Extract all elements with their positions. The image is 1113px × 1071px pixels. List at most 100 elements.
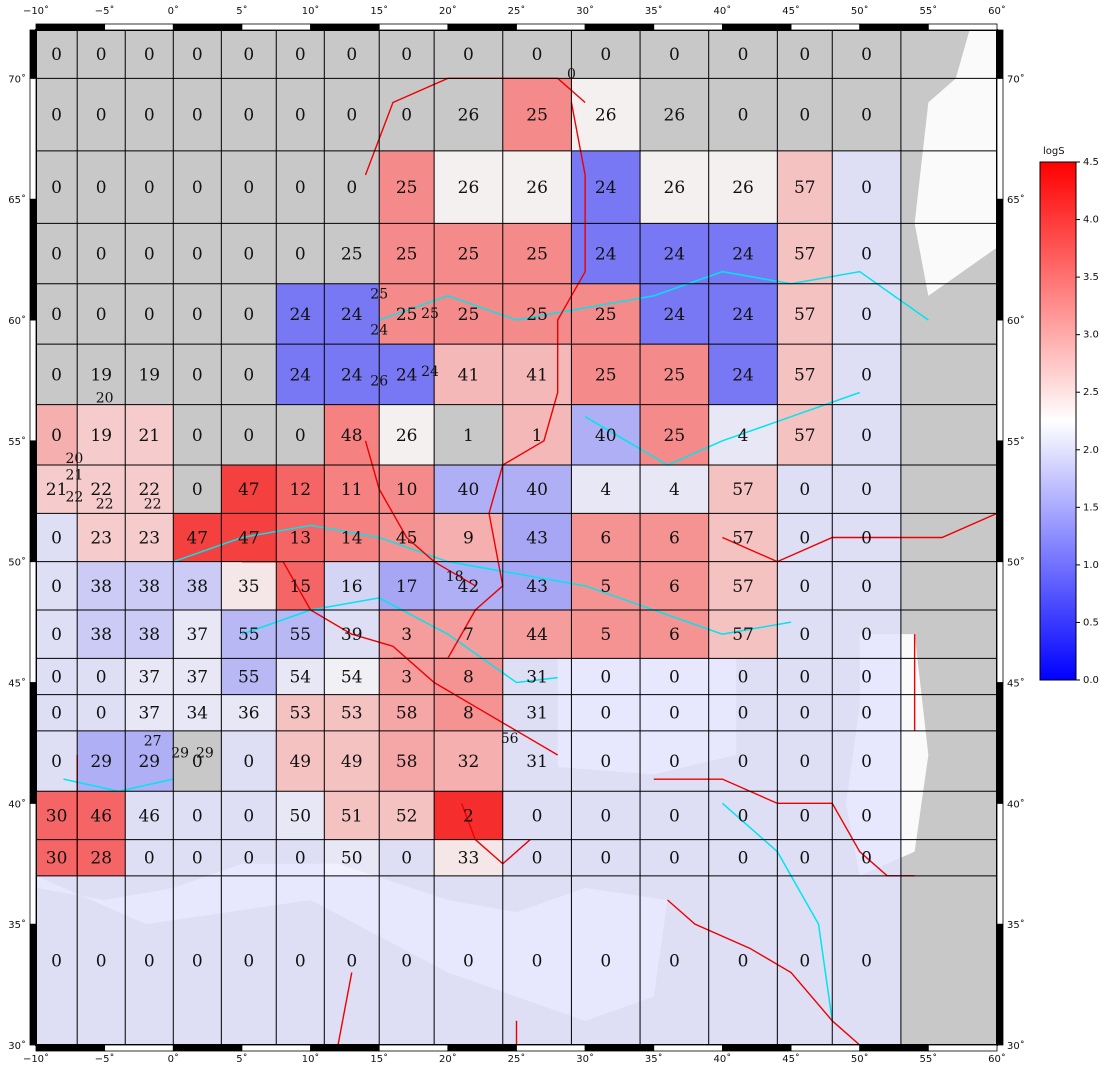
cell-value-label: 0 <box>51 178 62 198</box>
grid-cell <box>434 791 503 840</box>
cell-value-label: 25 <box>396 305 418 325</box>
grid-cell <box>379 791 435 840</box>
cell-value-label: 51 <box>341 806 363 826</box>
longitude-tick-label: 40˚ <box>714 1053 732 1065</box>
cell-value-label: 40 <box>458 480 480 500</box>
grid-cell <box>379 658 435 695</box>
grid-cell <box>125 839 174 876</box>
cell-value-label: 0 <box>192 365 203 385</box>
longitude-tick-label: 35˚ <box>645 5 663 17</box>
grid-cell <box>777 610 833 659</box>
latitude-tick-label: 70˚ <box>8 73 26 85</box>
cell-value-label: 55 <box>289 625 311 645</box>
cell-value-label: 24 <box>732 365 754 385</box>
cell-value-label: 26 <box>458 106 480 126</box>
cell-value-label: 26 <box>526 178 548 198</box>
cell-value-label: 1 <box>532 426 543 446</box>
cell-value-label: 42 <box>458 577 480 597</box>
cell-value-label: 6 <box>600 529 611 549</box>
cell-value-label: 16 <box>341 577 363 597</box>
grid-cell <box>640 223 709 284</box>
grid-cell <box>125 404 174 465</box>
cell-value-label: 0 <box>295 245 306 265</box>
cell-value-label: 38 <box>138 577 160 597</box>
cell-value-label: 25 <box>664 365 686 385</box>
grid-cell <box>832 730 901 792</box>
grid-cell <box>502 658 572 695</box>
grid-cell <box>36 465 78 514</box>
grid-cell <box>777 513 833 562</box>
grid-cell <box>640 283 709 345</box>
grid-cell <box>571 513 641 562</box>
cell-value-label: 0 <box>799 667 810 687</box>
grid-cell <box>173 561 222 610</box>
grid-cell <box>777 344 833 405</box>
grid-cell <box>276 561 325 610</box>
grid-cell <box>708 344 778 405</box>
cell-value-label: 0 <box>600 752 611 772</box>
cell-value-label: 25 <box>526 245 548 265</box>
grid-cell <box>173 839 222 876</box>
cell-value-label: 11 <box>341 480 363 500</box>
cell-value-label: 25 <box>421 306 439 322</box>
cell-value-label: 19 <box>138 365 160 385</box>
grid-cell <box>640 150 709 224</box>
cell-value-label: 8 <box>463 704 474 724</box>
cell-value-label: 55 <box>238 667 260 687</box>
grid-cell <box>640 791 709 840</box>
cell-value-label: 40 <box>526 480 548 500</box>
cell-value-label: 14 <box>341 529 363 549</box>
frame-tick <box>996 319 1004 442</box>
cell-value-label: 0 <box>532 45 543 65</box>
cell-value-label: 43 <box>526 529 548 549</box>
cell-value-label: 21 <box>46 480 68 500</box>
grid-cell <box>77 404 126 465</box>
cell-value-label: 38 <box>138 625 160 645</box>
grid-cell <box>502 465 572 514</box>
cell-value-label: 0 <box>346 951 357 971</box>
frame-tick <box>584 1044 655 1052</box>
cell-value-label: 0 <box>192 426 203 446</box>
longitude-tick-label: 45˚ <box>782 1053 800 1065</box>
cell-value-label: 30 <box>46 849 68 869</box>
grid-cell <box>640 465 709 514</box>
cell-value-label: 0 <box>51 752 62 772</box>
cell-value-label: 0 <box>96 45 107 65</box>
grid-cell <box>36 839 78 876</box>
grid-cell <box>708 283 778 345</box>
cell-value-label: 0 <box>51 365 62 385</box>
cell-value-label: 0 <box>463 45 474 65</box>
cell-value-label: 0 <box>192 245 203 265</box>
cell-value-label: 6 <box>669 625 680 645</box>
cell-value-label: 47 <box>186 529 208 549</box>
grid-cell <box>571 465 641 514</box>
cell-value-label: 25 <box>341 245 363 265</box>
latitude-tick-label: 55˚ <box>8 436 26 448</box>
cell-value-label: 26 <box>732 178 754 198</box>
latitude-tick-label: 40˚ <box>8 798 26 810</box>
cell-value-label: 25 <box>595 365 617 385</box>
grid-cell <box>502 694 572 731</box>
grid-cells <box>36 78 901 1045</box>
cell-value-label: 46 <box>138 806 160 826</box>
cell-value-label: 4 <box>738 426 749 446</box>
grid-cell <box>36 561 78 610</box>
grid-cell <box>777 223 833 284</box>
cell-value-label: 0 <box>861 667 872 687</box>
colorbar-tick-label: 1.0 <box>1083 560 1099 571</box>
longitude-tick-label: 10˚ <box>302 1053 320 1065</box>
cell-value-label: 22 <box>138 480 160 500</box>
cell-value-label: 22 <box>66 489 84 505</box>
cell-value-label: 37 <box>186 625 208 645</box>
cell-value-label: 7 <box>463 625 474 645</box>
grid-cell <box>221 694 277 731</box>
colorbar-tick-label: 2.0 <box>1083 445 1099 456</box>
longitude-tick-label: −5˚ <box>95 5 115 17</box>
frame-tick <box>927 23 998 31</box>
grid-cell <box>324 730 380 792</box>
frame-tick <box>996 802 1004 925</box>
cell-value-label: 55 <box>238 625 260 645</box>
grid-cell <box>832 283 901 345</box>
frame-tick <box>927 1044 998 1052</box>
